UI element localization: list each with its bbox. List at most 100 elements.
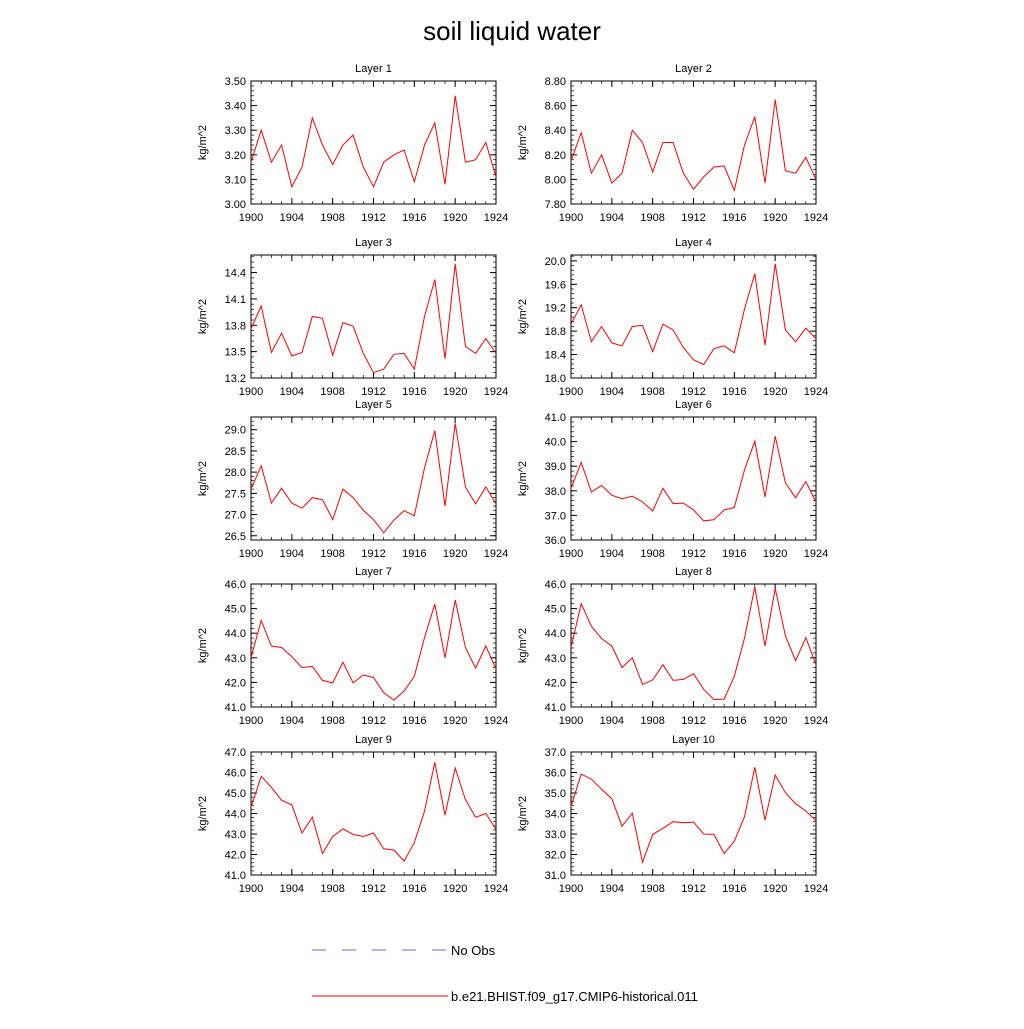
- y-tick-label: 46.0: [225, 768, 246, 780]
- y-tick-label: 37.0: [545, 747, 566, 759]
- y-tick-label: 43.0: [225, 829, 246, 841]
- x-tick-label: 1916: [402, 715, 426, 727]
- x-tick-label: 1904: [600, 548, 624, 560]
- x-tick-label: 1904: [280, 548, 304, 560]
- x-tick-label: 1924: [804, 548, 828, 560]
- panel-layer-9: Layer 9 kg/m^2 41.0 42.0 43.0 44.0 45.0 46.0 47.…: [197, 734, 508, 895]
- y-tick-label: 8.20: [545, 150, 566, 162]
- y-tick-label: 47.0: [225, 747, 246, 759]
- x-tick-label: 1908: [320, 883, 344, 895]
- y-tick-label: 42.0: [225, 677, 246, 689]
- y-axis-label: kg/m^2: [517, 628, 529, 663]
- x-tick-label: 1920: [763, 548, 787, 560]
- x-tick-label: 1904: [600, 212, 624, 224]
- panel-title: Layer 9: [355, 734, 392, 746]
- panel-title: Layer 4: [675, 237, 712, 249]
- y-tick-label: 44.0: [225, 628, 246, 640]
- x-tick-label: 1904: [280, 212, 304, 224]
- panel-title: Layer 1: [355, 63, 392, 75]
- x-tick-label: 1916: [402, 386, 426, 398]
- x-tick-label: 1924: [804, 883, 828, 895]
- legend-no-obs-label: No Obs: [451, 943, 496, 958]
- y-tick-label: 26.5: [225, 531, 246, 543]
- y-tick-label: 34.0: [545, 809, 566, 821]
- x-tick-label: 1912: [681, 212, 705, 224]
- x-tick-label: 1920: [443, 715, 467, 727]
- x-tick-label: 1900: [559, 212, 583, 224]
- y-tick-label: 28.5: [225, 446, 246, 458]
- y-tick-label: 37.0: [545, 510, 566, 522]
- series-line: [570, 436, 817, 522]
- y-axis-label: kg/m^2: [517, 125, 529, 160]
- legend-model-label: b.e21.BHIST.f09_g17.CMIP6-historical.011: [451, 989, 698, 1004]
- x-tick-label: 1912: [681, 883, 705, 895]
- series-line: [250, 95, 497, 189]
- x-tick-label: 1908: [320, 212, 344, 224]
- y-tick-label: 45.0: [225, 604, 246, 616]
- y-tick-label: 38.0: [545, 486, 566, 498]
- y-tick-label: 27.5: [225, 488, 246, 500]
- x-tick-label: 1908: [320, 548, 344, 560]
- y-tick-label: 19.6: [545, 279, 566, 291]
- y-tick-label: 41.0: [545, 702, 566, 714]
- y-tick-label: 43.0: [545, 653, 566, 665]
- panel-title: Layer 8: [675, 566, 712, 578]
- x-tick-label: 1912: [361, 386, 385, 398]
- x-tick-label: 1908: [320, 715, 344, 727]
- x-tick-label: 1904: [600, 883, 624, 895]
- x-tick-label: 1908: [640, 715, 664, 727]
- y-tick-label: 27.0: [225, 510, 246, 522]
- x-tick-label: 1904: [600, 715, 624, 727]
- y-tick-label: 13.8: [225, 320, 246, 332]
- y-tick-label: 28.0: [225, 467, 246, 479]
- x-tick-label: 1920: [763, 883, 787, 895]
- panel-layer-4: Layer 4 kg/m^2 18.0 18.4 18.8 19.2 19.6 20.0 190…: [517, 237, 828, 398]
- x-tick-label: 1924: [804, 386, 828, 398]
- y-tick-label: 45.0: [225, 788, 246, 800]
- x-tick-label: 1924: [484, 386, 508, 398]
- y-tick-label: 44.0: [225, 809, 246, 821]
- series-line: [570, 586, 817, 701]
- plot-frame: [250, 254, 497, 379]
- x-tick-label: 1920: [443, 212, 467, 224]
- panels-group: Layer 1 kg/m^2 3.00 3.10 3.20 3.30 3.40 3.50 190…: [197, 63, 828, 895]
- x-tick-label: 1900: [559, 715, 583, 727]
- y-tick-label: 41.0: [545, 412, 566, 424]
- y-tick-label: 18.4: [545, 350, 566, 362]
- y-tick-label: 36.0: [545, 768, 566, 780]
- panel-title: Layer 5: [355, 399, 392, 411]
- y-tick-label: 36.0: [545, 535, 566, 547]
- panel-layer-2: Layer 2 kg/m^2 7.80 8.00 8.20 8.40 8.60 8.80 190…: [517, 63, 828, 224]
- x-tick-label: 1924: [484, 212, 508, 224]
- x-tick-label: 1916: [402, 883, 426, 895]
- y-tick-label: 31.0: [545, 870, 566, 882]
- x-tick-label: 1916: [722, 386, 746, 398]
- y-tick-label: 3.30: [225, 125, 246, 137]
- panel-layer-7: Layer 7 kg/m^2 41.0 42.0 43.0 44.0 45.0 46.0 190…: [197, 566, 508, 727]
- y-tick-label: 19.2: [545, 303, 566, 315]
- y-axis-label: kg/m^2: [197, 628, 209, 663]
- x-tick-label: 1900: [559, 386, 583, 398]
- x-tick-label: 1916: [722, 883, 746, 895]
- x-tick-label: 1916: [722, 548, 746, 560]
- y-tick-label: 3.50: [225, 76, 246, 88]
- y-tick-label: 46.0: [545, 579, 566, 591]
- y-tick-label: 14.1: [225, 294, 246, 306]
- x-tick-label: 1912: [361, 883, 385, 895]
- x-tick-label: 1908: [640, 212, 664, 224]
- y-tick-label: 3.10: [225, 174, 246, 186]
- plot-frame: [250, 751, 497, 876]
- x-tick-label: 1900: [559, 883, 583, 895]
- x-tick-label: 1924: [484, 883, 508, 895]
- series-line: [250, 599, 497, 701]
- y-axis-label: kg/m^2: [517, 796, 529, 831]
- x-tick-label: 1912: [681, 548, 705, 560]
- x-tick-label: 1912: [681, 386, 705, 398]
- y-axis-label: kg/m^2: [197, 125, 209, 160]
- plot-frame: [250, 583, 497, 708]
- y-tick-label: 18.0: [545, 373, 566, 385]
- x-tick-label: 1900: [559, 548, 583, 560]
- x-tick-label: 1916: [402, 212, 426, 224]
- y-axis-label: kg/m^2: [517, 299, 529, 334]
